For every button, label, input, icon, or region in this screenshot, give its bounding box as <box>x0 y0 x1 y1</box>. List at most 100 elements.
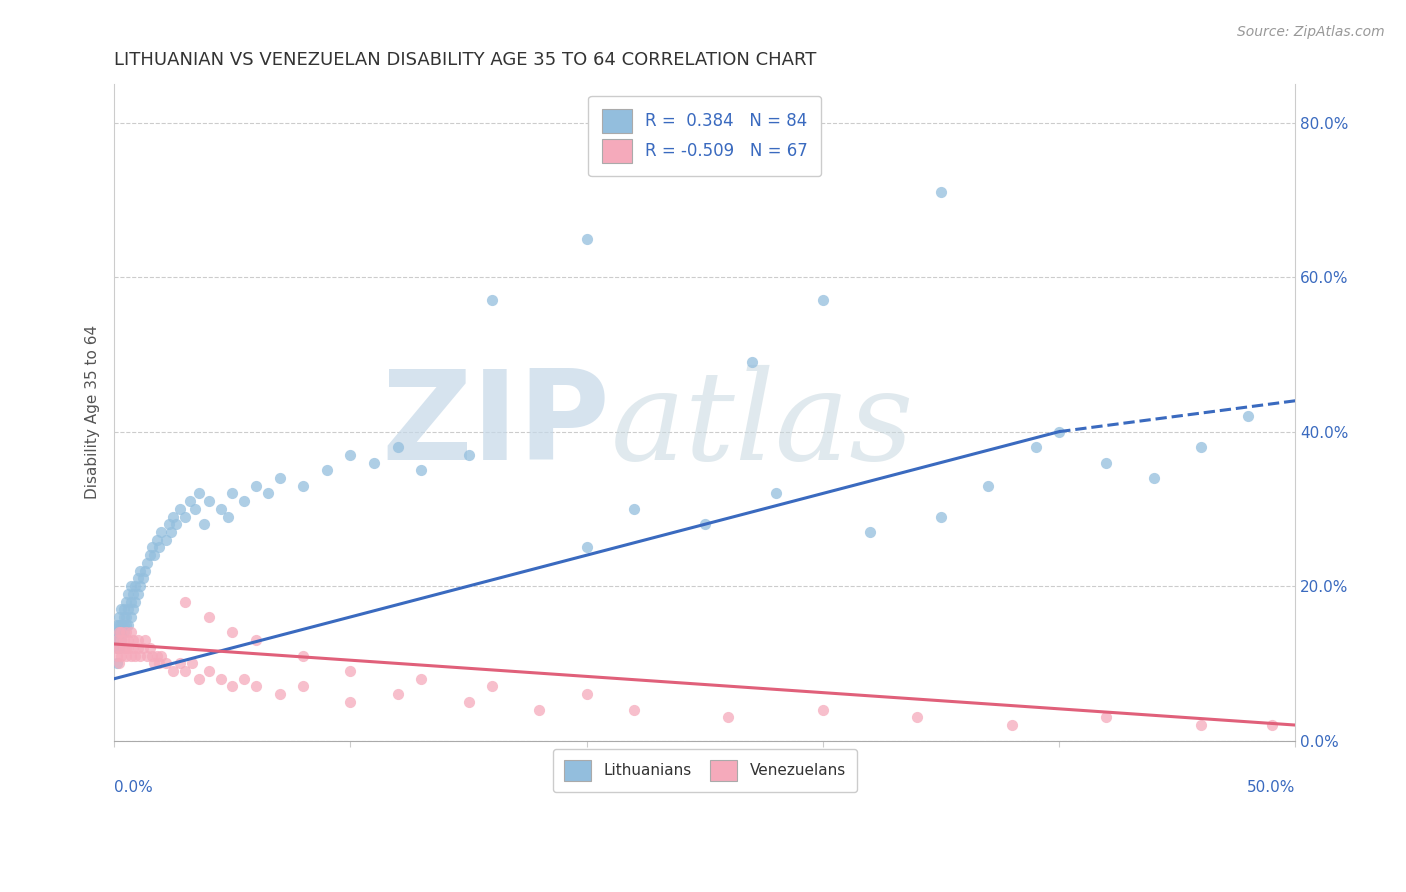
Point <box>181 657 204 671</box>
Point <box>1025 440 1047 454</box>
Point <box>233 494 256 508</box>
Point <box>112 633 135 648</box>
Point <box>120 625 142 640</box>
Point <box>120 579 142 593</box>
Point <box>339 695 361 709</box>
Point <box>256 486 278 500</box>
Point <box>221 680 243 694</box>
Point <box>717 710 740 724</box>
Point <box>1095 710 1118 724</box>
Point <box>529 703 551 717</box>
Point <box>129 564 152 578</box>
Point <box>162 664 184 678</box>
Point <box>112 602 135 616</box>
Point <box>108 657 131 671</box>
Point <box>481 293 503 308</box>
Point <box>122 602 145 616</box>
Point <box>197 494 219 508</box>
Point <box>197 610 219 624</box>
Point <box>179 494 201 508</box>
Point <box>1189 718 1212 732</box>
Point <box>112 617 135 632</box>
Point <box>108 633 131 648</box>
Point <box>174 509 197 524</box>
Point <box>1143 471 1166 485</box>
Point <box>269 687 291 701</box>
Point <box>112 640 135 655</box>
Point <box>1237 409 1260 424</box>
Point <box>1261 718 1284 732</box>
Point <box>117 640 139 655</box>
Point <box>120 610 142 624</box>
Point <box>129 579 152 593</box>
Point <box>122 633 145 648</box>
Point <box>929 509 952 524</box>
Point <box>233 672 256 686</box>
Point <box>174 594 197 608</box>
Point <box>623 703 645 717</box>
Point <box>411 463 433 477</box>
Point <box>120 648 142 663</box>
Point <box>363 456 385 470</box>
Point <box>575 687 598 701</box>
Point <box>105 625 128 640</box>
Point <box>1189 440 1212 454</box>
Point <box>124 579 146 593</box>
Point <box>110 625 132 640</box>
Point <box>105 633 128 648</box>
Point <box>110 617 132 632</box>
Point <box>120 594 142 608</box>
Point <box>165 517 187 532</box>
Point <box>188 672 211 686</box>
Point <box>115 625 138 640</box>
Point <box>105 617 128 632</box>
Legend: Lithuanians, Venezuelans: Lithuanians, Venezuelans <box>553 749 856 792</box>
Point <box>131 640 153 655</box>
Point <box>169 657 191 671</box>
Point <box>138 548 160 562</box>
Point <box>141 541 163 555</box>
Point <box>155 657 177 671</box>
Point <box>136 556 159 570</box>
Point <box>907 710 929 724</box>
Point <box>141 648 163 663</box>
Point <box>693 517 716 532</box>
Point <box>110 625 132 640</box>
Point <box>457 695 479 709</box>
Point <box>117 617 139 632</box>
Point <box>110 648 132 663</box>
Point <box>105 657 128 671</box>
Point <box>269 471 291 485</box>
Point <box>115 610 138 624</box>
Point <box>387 687 409 701</box>
Point <box>209 672 232 686</box>
Text: LITHUANIAN VS VENEZUELAN DISABILITY AGE 35 TO 64 CORRELATION CHART: LITHUANIAN VS VENEZUELAN DISABILITY AGE … <box>114 51 817 69</box>
Point <box>292 680 315 694</box>
Point <box>127 640 149 655</box>
Text: 50.0%: 50.0% <box>1247 780 1295 795</box>
Point <box>339 448 361 462</box>
Point <box>112 625 135 640</box>
Point <box>1047 425 1070 439</box>
Point <box>145 533 167 547</box>
Point <box>623 501 645 516</box>
Point <box>150 524 173 539</box>
Point <box>122 587 145 601</box>
Point <box>110 633 132 648</box>
Point <box>105 648 128 663</box>
Point <box>150 648 173 663</box>
Point <box>811 293 834 308</box>
Point <box>117 602 139 616</box>
Point <box>148 657 170 671</box>
Point <box>108 625 131 640</box>
Point <box>292 648 315 663</box>
Point <box>193 517 215 532</box>
Point <box>127 571 149 585</box>
Point <box>929 186 952 200</box>
Point <box>105 633 128 648</box>
Point <box>221 486 243 500</box>
Point <box>115 594 138 608</box>
Point <box>245 478 267 492</box>
Point <box>387 440 409 454</box>
Point <box>315 463 337 477</box>
